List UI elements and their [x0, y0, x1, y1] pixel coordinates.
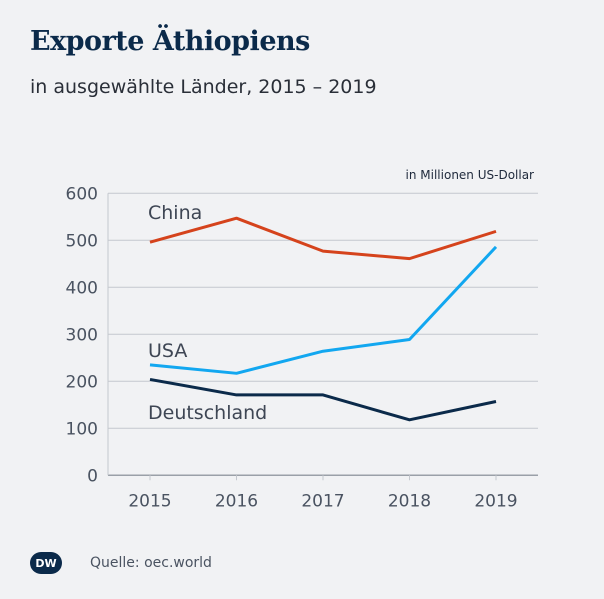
y-tick-label: 400: [66, 278, 98, 298]
y-tick-label: 600: [66, 184, 98, 204]
x-tick-label: 2017: [301, 491, 344, 511]
chart-subtitle: in ausgewählte Länder, 2015 – 2019: [30, 76, 377, 98]
y-tick-label: 500: [66, 231, 98, 251]
dw-logo: DW: [30, 552, 62, 574]
y-tick-label: 100: [66, 419, 98, 439]
source-text: Quelle: oec.world: [90, 555, 212, 571]
footer: DW Quelle: oec.world: [30, 552, 212, 574]
y-tick-label: 200: [66, 372, 98, 392]
series-line-china: [149, 216, 497, 261]
chart-title: Exporte Äthiopiens: [30, 26, 310, 57]
series-line-usa: [149, 245, 498, 375]
unit-label: in Millionen US-Dollar: [405, 168, 534, 182]
series-label-usa: USA: [148, 340, 187, 362]
series-label-china: China: [148, 202, 202, 224]
y-tick-label: 300: [66, 325, 98, 345]
y-tick-label: 0: [87, 466, 98, 486]
series-label-deutschland: Deutschland: [148, 402, 267, 424]
x-tick-label: 2018: [388, 491, 431, 511]
x-tick-label: 2015: [128, 491, 171, 511]
x-tick-label: 2019: [474, 491, 517, 511]
x-tick-label: 2016: [215, 491, 258, 511]
